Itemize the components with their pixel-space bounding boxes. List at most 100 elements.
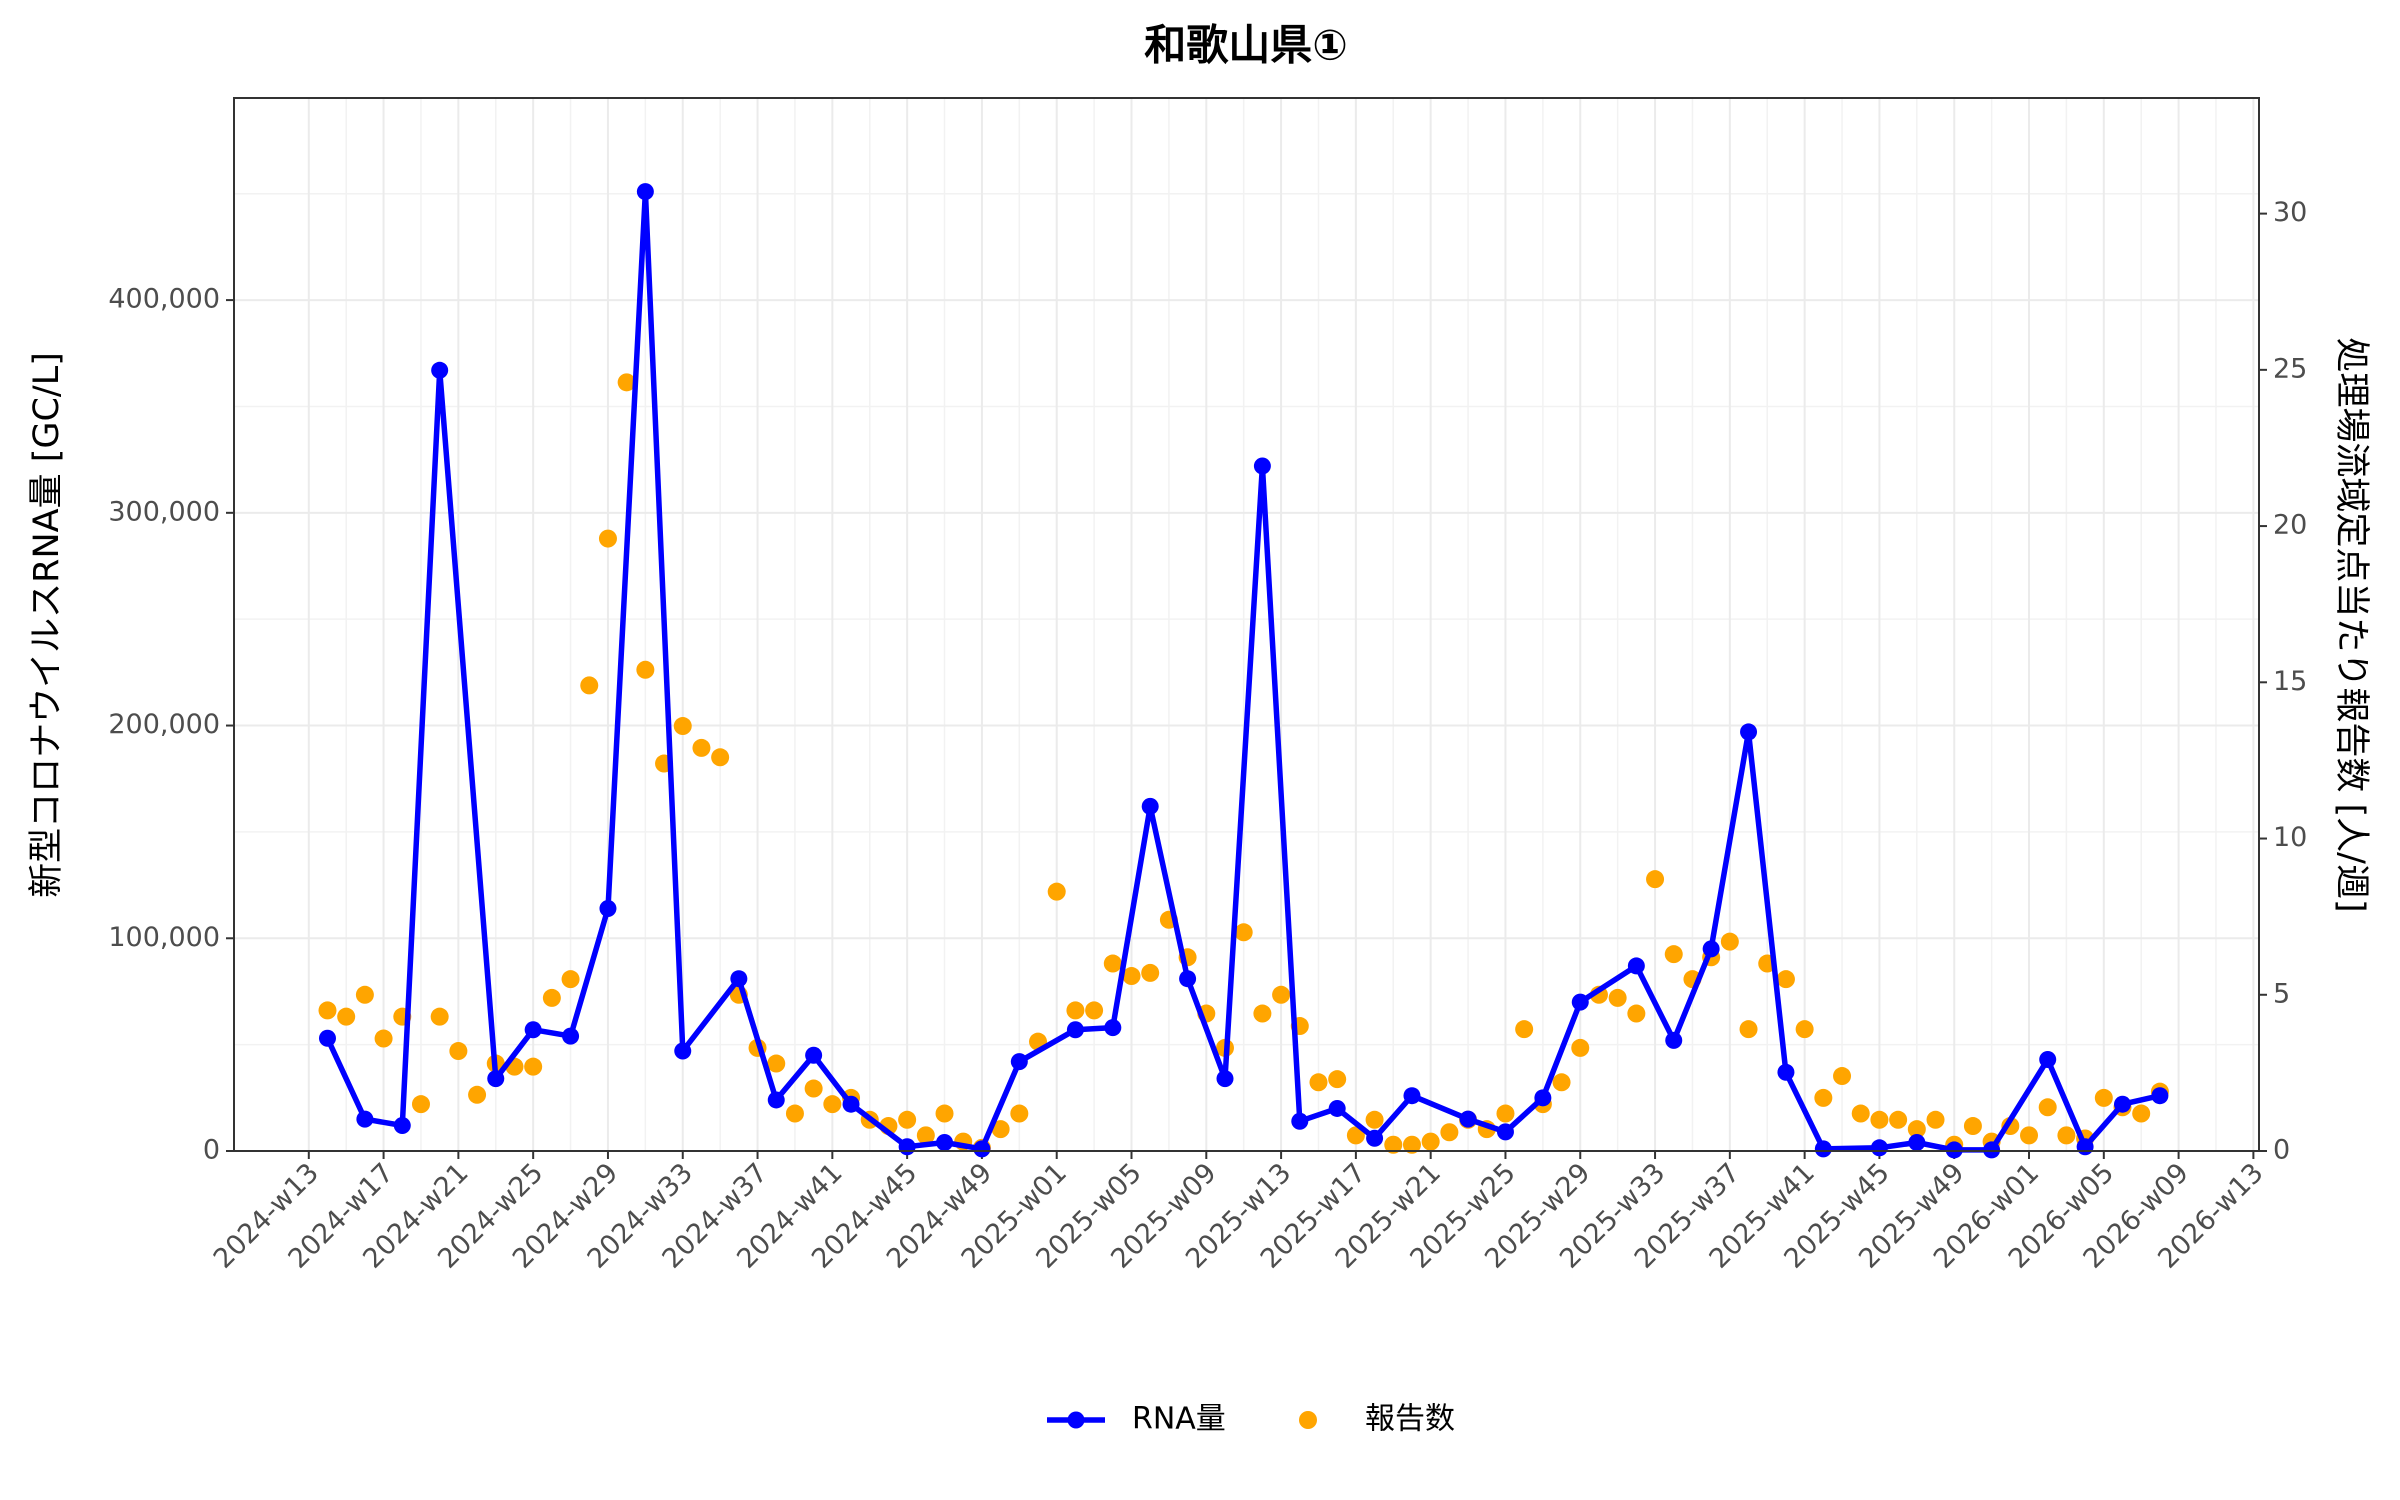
point [1066, 1001, 1085, 1020]
y-tick-label: 300,000 [108, 496, 220, 527]
point [1795, 1020, 1814, 1039]
point [1963, 1117, 1982, 1136]
point [1272, 985, 1291, 1004]
point [1908, 1133, 1926, 1151]
point [374, 1029, 393, 1048]
point [1010, 1053, 1028, 1071]
point [1066, 1021, 1084, 1039]
point [1328, 1099, 1346, 1117]
point [524, 1021, 542, 1039]
point [1720, 932, 1739, 951]
legend-swatch [1299, 1411, 1317, 1429]
point [1459, 1110, 1477, 1128]
point [636, 183, 654, 201]
plot-border [233, 97, 2260, 1152]
point [318, 1001, 337, 1020]
point [767, 1054, 786, 1073]
point [1421, 1132, 1440, 1151]
y-tick-label: 0 [203, 1135, 220, 1166]
point [1740, 723, 1758, 741]
point [1253, 457, 1271, 475]
point [936, 1133, 954, 1151]
point [842, 1095, 860, 1113]
point [431, 361, 449, 379]
point [337, 1007, 356, 1026]
point [1889, 1110, 1908, 1129]
point [2114, 1095, 2132, 1113]
point [2151, 1087, 2169, 1105]
point [524, 1057, 543, 1076]
point [916, 1126, 935, 1145]
point [598, 529, 617, 548]
point [430, 1007, 449, 1026]
point [2094, 1088, 2113, 1107]
point [355, 985, 374, 1004]
point [542, 988, 561, 1007]
point [1534, 1089, 1552, 1107]
point [599, 899, 617, 917]
point [1851, 1104, 1870, 1123]
point [730, 970, 748, 988]
point [1496, 1123, 1514, 1141]
point [393, 1116, 411, 1134]
point [1515, 1020, 1534, 1039]
point [1234, 923, 1253, 942]
point [991, 1120, 1010, 1139]
y2-tick-label: 20 [2273, 510, 2307, 541]
point [785, 1104, 804, 1123]
point [823, 1095, 842, 1114]
point [580, 676, 599, 695]
point [1047, 882, 1066, 901]
point [1739, 1020, 1758, 1039]
point [1440, 1123, 1459, 1142]
point [449, 1042, 468, 1061]
point [674, 1042, 692, 1060]
point [1216, 1070, 1234, 1088]
point [1141, 797, 1159, 815]
y2-tick-label: 30 [2273, 197, 2307, 228]
point [1664, 945, 1683, 964]
chart-title: 和歌山県① [1144, 21, 1348, 70]
point [1552, 1073, 1571, 1092]
point [1085, 1001, 1104, 1020]
point [898, 1138, 916, 1156]
point [1870, 1139, 1888, 1157]
point [1402, 1135, 1421, 1154]
y-tick-label: 200,000 [108, 709, 220, 740]
point [1010, 1104, 1029, 1123]
point [1907, 1120, 1926, 1139]
point [1665, 1031, 1683, 1049]
point [468, 1085, 487, 1104]
point [2076, 1138, 2094, 1156]
legend-swatch [1067, 1411, 1085, 1429]
point [767, 1091, 785, 1109]
y2-tick-label: 10 [2273, 822, 2307, 853]
point [1365, 1110, 1384, 1129]
point [1103, 954, 1122, 973]
point [1646, 870, 1665, 889]
point [1926, 1110, 1945, 1129]
point [1627, 1004, 1646, 1023]
y-tick-label: 400,000 [108, 284, 220, 315]
point [561, 970, 580, 989]
point [1179, 970, 1197, 988]
point [1328, 1070, 1347, 1089]
point [711, 748, 730, 767]
point [1833, 1067, 1852, 1086]
y2-tick-label: 25 [2273, 353, 2307, 384]
y2-tick-label: 5 [2273, 978, 2290, 1009]
y2-axis-title: 処理場流域定点当たり報告数 [人/週] [2331, 337, 2371, 912]
point [1403, 1087, 1421, 1105]
point [1366, 1129, 1384, 1147]
point [1608, 988, 1627, 1007]
point [2057, 1126, 2076, 1145]
y-axis-title: 新型コロナウイルスRNA量 [GC/L] [27, 352, 67, 898]
point [1571, 1038, 1590, 1057]
point [1253, 1004, 1272, 1023]
point [935, 1104, 954, 1123]
y2-tick-label: 15 [2273, 666, 2307, 697]
point [617, 373, 636, 392]
point [805, 1046, 823, 1064]
